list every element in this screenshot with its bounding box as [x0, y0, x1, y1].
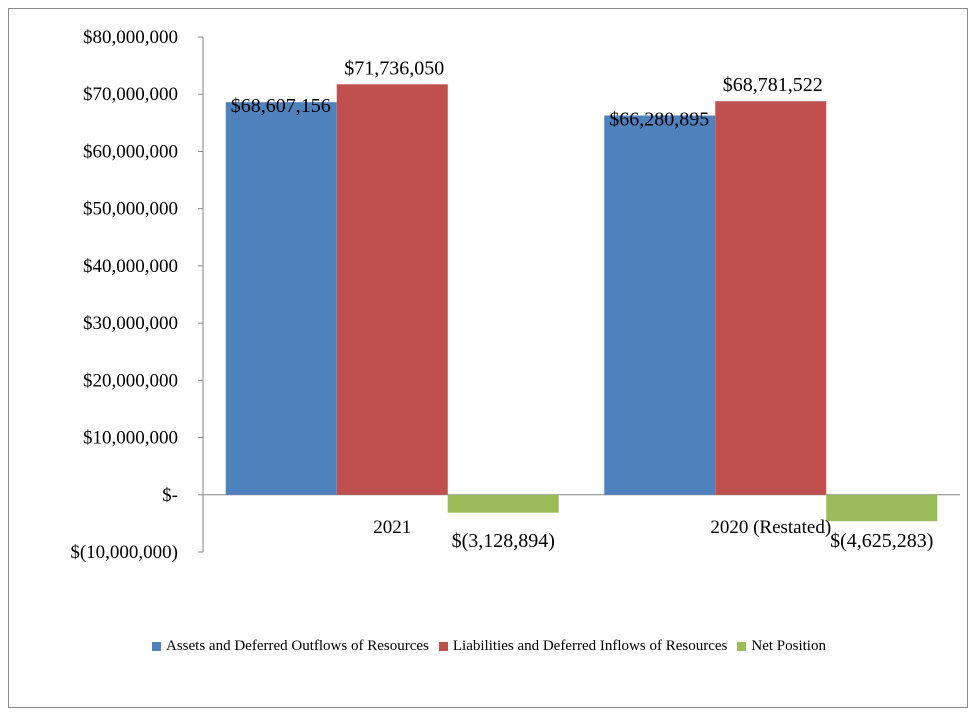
y-tick-label: $60,000,000 [83, 141, 178, 162]
legend-item: Assets and Deferred Outflows of Resource… [152, 638, 429, 655]
bar-assets [225, 102, 337, 495]
legend-item: Net Position [737, 638, 826, 655]
x-category-label: 2021 [373, 517, 411, 538]
x-category-label: 2020 (Restated) [710, 517, 831, 538]
y-tick-label: $20,000,000 [83, 370, 178, 391]
y-tick-label: $(10,000,000) [70, 542, 178, 563]
legend-label: Net Position [751, 638, 826, 654]
bar-net-position [826, 494, 938, 522]
legend-swatch [737, 642, 747, 651]
bar-liabilities [715, 101, 827, 495]
data-label: $(3,128,894) [452, 530, 555, 552]
y-tick-label: $10,000,000 [83, 428, 178, 449]
y-tick-label: $30,000,000 [83, 313, 178, 334]
legend-label: Liabilities and Deferred Inflows of Reso… [452, 638, 728, 654]
y-tick-label: $40,000,000 [83, 256, 178, 277]
legend-label: Assets and Deferred Outflows of Resource… [166, 638, 429, 654]
bar-net-position [447, 494, 559, 513]
data-label: $68,781,522 [723, 74, 823, 96]
legend-item: Liabilities and Deferred Inflows of Reso… [438, 638, 728, 655]
data-label: $(4,625,283) [830, 530, 933, 552]
y-tick-label: $80,000,000 [83, 27, 178, 48]
data-label: $68,607,156 [231, 95, 331, 117]
y-tick-label: $70,000,000 [83, 84, 178, 105]
data-label: $66,280,895 [609, 109, 709, 131]
data-label: $71,736,050 [344, 57, 444, 79]
y-tick-label: $50,000,000 [83, 199, 178, 220]
legend-swatch [438, 642, 448, 651]
chart-legend: Assets and Deferred Outflows of Resource… [0, 638, 978, 655]
bar-liabilities [336, 84, 448, 495]
y-tick-label: $- [162, 485, 178, 506]
legend-swatch [152, 642, 162, 651]
bar-assets [604, 115, 716, 495]
